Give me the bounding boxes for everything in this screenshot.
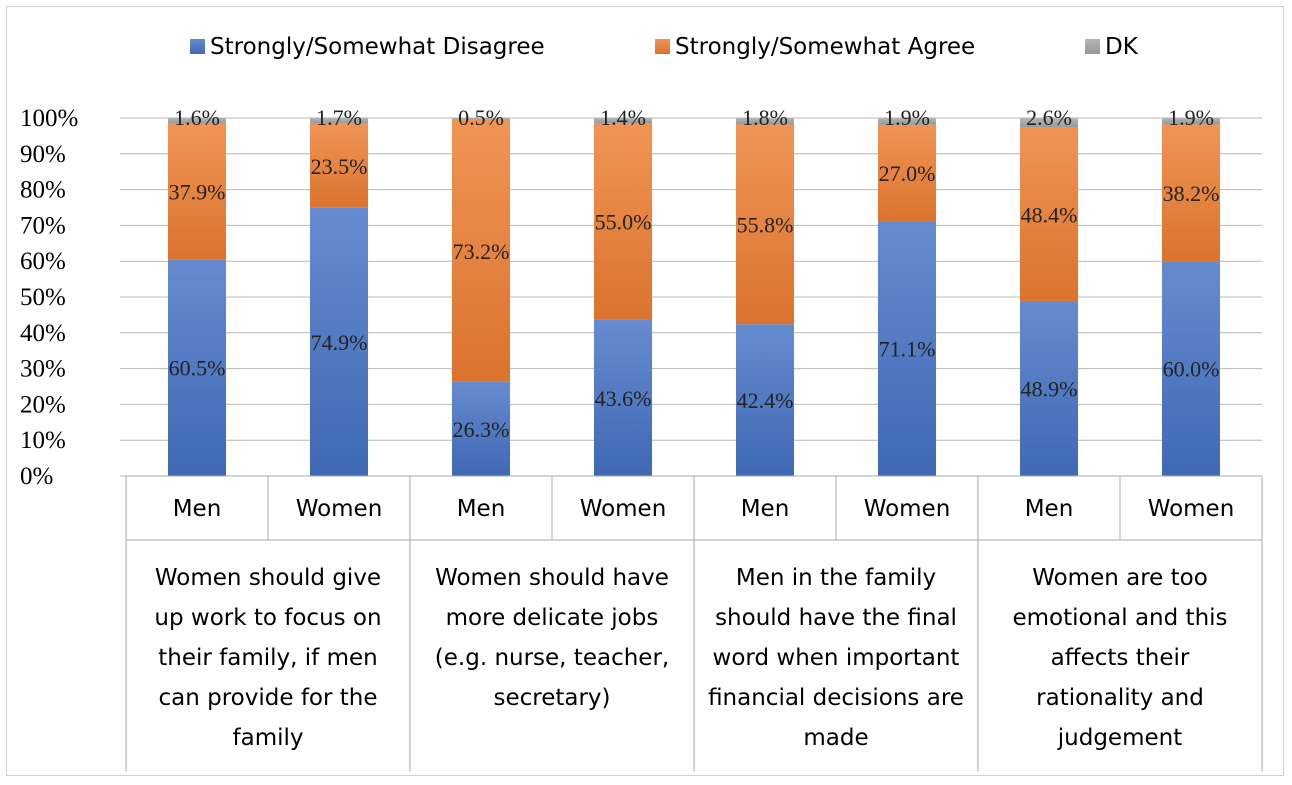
data-label-0-4: 42.4%: [737, 388, 794, 413]
group-label-1-line-2: (e.g. nurse, teacher,: [435, 645, 669, 671]
legend-label-2: DK: [1105, 34, 1139, 60]
group-label-1-line-1: more delicate jobs: [446, 605, 659, 631]
y-tick-label-2: 20%: [20, 391, 66, 418]
data-label-1-1: 23.5%: [311, 154, 368, 179]
bar-1-6: [1020, 127, 1078, 301]
bar-1-3: [594, 123, 652, 320]
data-label-1-3: 55.0%: [595, 209, 652, 234]
bar-1-4: [736, 124, 794, 325]
bar-1-5: [878, 124, 936, 222]
y-tick-label-3: 30%: [20, 356, 66, 383]
group-label-0-line-0: Women should give: [155, 565, 381, 591]
data-label-2-5: 1.9%: [884, 105, 930, 130]
data-label-1-0: 37.9%: [169, 180, 226, 205]
y-tick-label-10: 100%: [20, 105, 78, 132]
bar-2-0: [168, 118, 226, 124]
x-tick-label-7: Women: [1148, 496, 1235, 522]
group-label-2-line-1: should have the final: [715, 605, 957, 631]
group-label-2-line-3: financial decisions are: [708, 685, 964, 711]
data-label-1-5: 27.0%: [879, 161, 936, 186]
data-label-2-3: 1.4%: [600, 105, 646, 130]
data-label-2-1: 1.7%: [316, 105, 362, 130]
chart-frame: [6, 6, 1284, 776]
x-tick-label-6: Men: [1025, 496, 1074, 522]
data-label-2-7: 1.9%: [1168, 105, 1214, 130]
y-tick-label-6: 60%: [20, 248, 66, 275]
bar-2-1: [310, 117, 368, 124]
data-label-2-4: 1.8%: [742, 105, 788, 130]
group-label-3-line-0: Women are too: [1032, 565, 1208, 591]
legend-label-1: Strongly/Somewhat Agree: [675, 34, 975, 60]
bar-2-2: [452, 118, 510, 120]
y-tick-label-8: 80%: [20, 177, 66, 204]
data-label-0-1: 74.9%: [311, 330, 368, 355]
legend: Strongly/Somewhat Disagree Strongly/Somew…: [190, 34, 1139, 60]
legend-label-0: Strongly/Somewhat Disagree: [210, 34, 545, 60]
group-label-2-line-4: made: [803, 725, 868, 751]
data-label-2-0: 1.6%: [174, 105, 220, 130]
data-label-0-0: 60.5%: [169, 356, 226, 381]
group-label-2-line-0: Men in the family: [736, 565, 936, 591]
legend-swatch-0: [190, 39, 205, 54]
bars: 60.5% 37.9% 1.6% 74.9% 23.5% 1.7% 26.3% 73.2% 0.…: [168, 105, 1220, 476]
bar-1-7: [1162, 124, 1220, 262]
data-label-2-2: 0.5%: [458, 105, 504, 130]
y-tick-label-9: 90%: [20, 141, 66, 168]
group-label-3-line-1: emotional and this: [1012, 605, 1227, 631]
bar-0-7: [1162, 261, 1220, 476]
bar-1-0: [168, 123, 226, 260]
legend-swatch-2: [1085, 39, 1100, 54]
data-label-0-6: 48.9%: [1021, 376, 1078, 401]
bar-1-2: [452, 119, 510, 382]
data-label-1-6: 48.4%: [1021, 202, 1078, 227]
bar-2-6: [1020, 118, 1078, 128]
x-tick-label-4: Men: [741, 496, 790, 522]
x-tick-label-1: Women: [296, 496, 383, 522]
y-tick-label-1: 10%: [20, 427, 66, 454]
group-label-0-line-3: can provide for the: [159, 685, 378, 711]
bar-0-3: [594, 319, 652, 476]
data-label-0-2: 26.3%: [453, 417, 510, 442]
group-label-2-line-2: word when important: [713, 645, 960, 671]
bar-0-4: [736, 324, 794, 476]
data-label-2-6: 2.6%: [1026, 105, 1072, 130]
y-tick-label-4: 40%: [20, 320, 66, 347]
y-axis: 0% 10% 20% 30% 40% 50% 60% 70% 80% 90% 100%: [20, 105, 78, 490]
y-tick-label-7: 70%: [20, 212, 66, 239]
legend-swatch-1: [655, 39, 670, 54]
bar-2-5: [878, 118, 936, 125]
gridlines: [120, 117, 1262, 477]
data-label-0-3: 43.6%: [595, 386, 652, 411]
data-label-1-2: 73.2%: [453, 239, 510, 264]
bar-0-6: [1020, 300, 1078, 476]
bar-2-3: [594, 118, 652, 124]
group-label-1-line-0: Women should have: [435, 565, 669, 591]
bar-0-0: [168, 259, 226, 476]
data-label-0-5: 71.1%: [879, 337, 936, 362]
bar-1-1: [310, 123, 368, 208]
y-tick-label-5: 50%: [20, 284, 66, 311]
group-label-0-line-4: family: [233, 725, 304, 751]
bar-2-4: [736, 118, 794, 125]
group-label-3-line-2: affects their: [1051, 645, 1190, 671]
x-tick-label-3: Women: [580, 496, 667, 522]
group-label-0-line-1: up work to focus on: [154, 605, 381, 631]
x-tick-label-5: Women: [864, 496, 951, 522]
bar-2-7: [1162, 117, 1220, 125]
data-label-1-4: 55.8%: [737, 212, 794, 237]
bar-0-5: [878, 221, 936, 476]
x-tick-label-2: Men: [457, 496, 506, 522]
data-label-0-7: 60.0%: [1163, 357, 1220, 382]
group-label-3-line-3: rationality and: [1036, 685, 1204, 711]
y-tick-label-0: 0%: [20, 463, 53, 490]
group-label-0-line-2: their family, if men: [158, 645, 377, 671]
x-tick-label-0: Men: [173, 496, 222, 522]
bar-0-1: [310, 207, 368, 476]
data-label-1-7: 38.2%: [1163, 181, 1220, 206]
x-axis: Men Women Men Women Men Women Men Women Women sh…: [125, 475, 1263, 772]
bar-0-2: [452, 381, 510, 476]
group-label-1-line-3: secretary): [493, 685, 610, 711]
group-label-3-line-4: judgement: [1057, 725, 1182, 751]
